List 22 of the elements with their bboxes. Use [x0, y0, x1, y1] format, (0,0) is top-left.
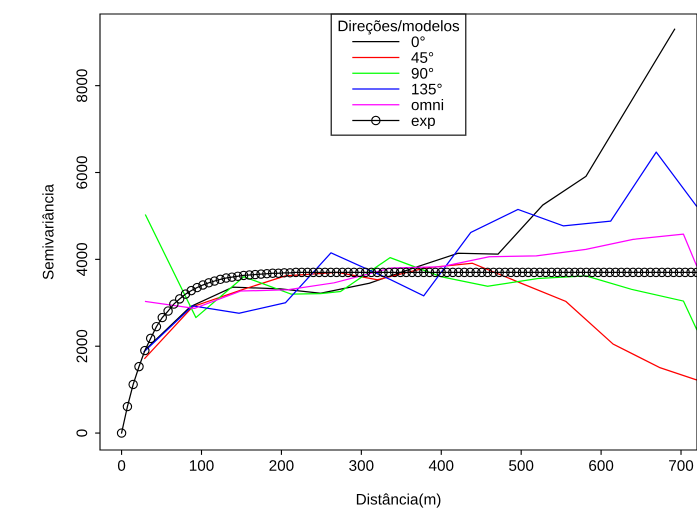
- y-axis-title: Semivariância: [42, 184, 54, 280]
- x-tick-label: 100: [190, 460, 214, 471]
- legend-label: 0°: [412, 36, 425, 48]
- legend-label: 135°: [412, 84, 442, 94]
- x-tick-label: 600: [589, 460, 614, 471]
- y-tick-label: 0: [76, 429, 88, 437]
- x-tick-label: 500: [509, 460, 534, 471]
- x-tick-label: 300: [349, 460, 374, 471]
- y-tick-label: 2000: [76, 330, 88, 362]
- x-tick-label: 0: [118, 460, 126, 471]
- x-axis-title: Distância(m): [356, 493, 440, 508]
- y-tick-label: 6000: [76, 156, 88, 189]
- y-tick-label: 8000: [76, 69, 88, 102]
- legend-label: 45°: [411, 52, 434, 63]
- y-tick-label: 4000: [76, 242, 88, 276]
- x-tick-label: 200: [269, 460, 294, 471]
- legend-label: omni: [412, 99, 444, 110]
- x-tick-label: 700: [669, 460, 694, 471]
- legend-label: 90°: [412, 68, 434, 79]
- x-tick-label: 400: [428, 460, 454, 471]
- legend-title: Direções/modelos: [338, 20, 460, 34]
- legend-label: exp: [412, 118, 435, 130]
